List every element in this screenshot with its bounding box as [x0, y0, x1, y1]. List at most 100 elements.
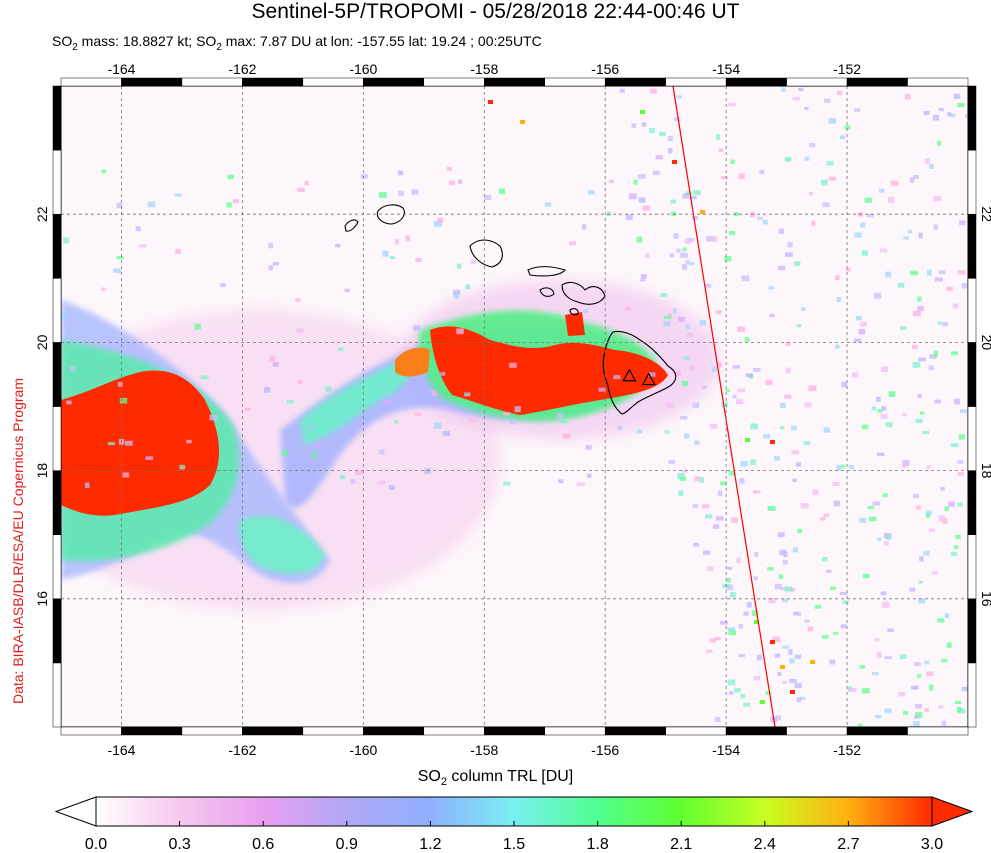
noise-pixel	[760, 700, 765, 704]
noise-pixel	[958, 220, 966, 225]
noise-pixel	[652, 170, 660, 176]
noise-pixel	[640, 278, 646, 282]
frame-bar-left	[52, 406, 62, 471]
noise-pixel	[672, 160, 677, 164]
noise-pixel	[821, 634, 829, 639]
noise-pixel	[609, 179, 614, 183]
noise-pixel	[839, 135, 845, 139]
noise-pixel	[882, 493, 888, 498]
noise-pixel	[752, 367, 761, 372]
noise-pixel	[670, 199, 676, 204]
noise-pixel	[598, 387, 606, 392]
noise-pixel	[122, 472, 130, 478]
noise-pixel	[841, 381, 848, 388]
noise-pixel	[117, 381, 123, 387]
frame-bar-bottom	[242, 726, 304, 736]
colorbar-tick-label: 0.3	[168, 836, 190, 853]
noise-pixel	[807, 626, 814, 632]
noise-pixel	[957, 502, 963, 507]
noise-pixel	[861, 424, 869, 430]
so2-summary: SO2 mass: 18.8827 kt; SO2 max: 7.87 DU a…	[52, 33, 542, 53]
noise-pixel	[868, 516, 877, 522]
noise-pixel	[780, 665, 785, 669]
noise-pixel	[681, 380, 689, 386]
noise-pixel	[883, 541, 889, 546]
noise-pixel	[727, 679, 736, 686]
noise-pixel	[956, 706, 962, 713]
noise-pixel	[774, 653, 781, 658]
noise-pixel	[774, 583, 782, 590]
noise-pixel	[840, 592, 848, 596]
noise-pixel	[933, 350, 939, 357]
lon-label-top: -162	[228, 61, 256, 77]
noise-pixel	[735, 399, 744, 405]
noise-pixel	[797, 528, 803, 534]
lon-label-bottom: -158	[470, 742, 498, 758]
noise-pixel	[683, 356, 690, 361]
noise-pixel	[724, 255, 732, 262]
lon-label-bottom: -162	[228, 742, 256, 758]
noise-pixel	[194, 323, 201, 330]
noise-pixel	[926, 465, 931, 469]
noise-pixel	[619, 88, 625, 93]
noise-pixel	[753, 576, 758, 581]
noise-pixel	[877, 537, 882, 542]
noise-pixel	[470, 259, 476, 265]
noise-pixel	[244, 407, 252, 411]
colorbar-tick-label: 2.4	[754, 836, 776, 853]
lat-label-right: 16	[979, 591, 991, 607]
noise-pixel	[823, 513, 830, 517]
frame-bar-right	[967, 406, 977, 471]
noise-pixel	[560, 420, 568, 424]
noise-pixel	[740, 693, 746, 699]
noise-pixel	[498, 188, 506, 195]
noise-pixel	[947, 112, 952, 117]
noise-pixel	[340, 474, 346, 480]
noise-pixel	[836, 297, 842, 302]
noise-pixel	[879, 248, 888, 253]
noise-pixel	[556, 412, 564, 418]
lon-label-bottom: -164	[107, 742, 135, 758]
noise-pixel	[398, 190, 405, 197]
noise-pixel	[725, 388, 730, 392]
noise-pixel	[717, 362, 722, 368]
noise-pixel	[269, 355, 275, 362]
noise-pixel	[712, 366, 717, 373]
noise-pixel	[946, 642, 952, 648]
noise-pixel	[794, 654, 802, 659]
noise-pixel	[885, 422, 893, 428]
noise-pixel	[899, 654, 907, 660]
noise-pixel	[175, 248, 181, 254]
colorbar-tick-label: 0.0	[85, 836, 107, 853]
noise-pixel	[286, 399, 294, 404]
noise-pixel	[680, 415, 688, 420]
noise-pixel	[912, 493, 919, 499]
noise-pixel	[890, 180, 899, 186]
noise-pixel	[325, 386, 332, 392]
noise-pixel	[941, 720, 947, 726]
noise-pixel	[938, 515, 946, 522]
noise-pixel	[676, 95, 682, 99]
noise-pixel	[727, 627, 735, 631]
noise-pixel	[721, 401, 728, 408]
noise-pixel	[929, 163, 934, 169]
noise-pixel	[881, 366, 888, 373]
noise-pixel	[296, 328, 304, 333]
noise-pixel	[674, 117, 681, 122]
noise-pixel	[833, 500, 840, 507]
noise-pixel	[433, 221, 442, 227]
noise-pixel	[709, 423, 718, 429]
volcano-triangle-icon	[641, 372, 656, 386]
noise-pixel	[704, 514, 713, 519]
noise-pixel	[842, 600, 849, 605]
noise-pixel	[576, 482, 585, 487]
noise-pixel	[782, 645, 789, 649]
noise-pixel	[107, 442, 116, 446]
frame-bar-top	[181, 77, 243, 87]
noise-pixel	[916, 674, 921, 678]
noise-pixel	[784, 157, 789, 162]
retrieval-noise	[61, 87, 968, 727]
noise-pixel	[779, 402, 786, 408]
noise-pixel	[938, 270, 946, 275]
noise-pixel	[633, 179, 638, 185]
